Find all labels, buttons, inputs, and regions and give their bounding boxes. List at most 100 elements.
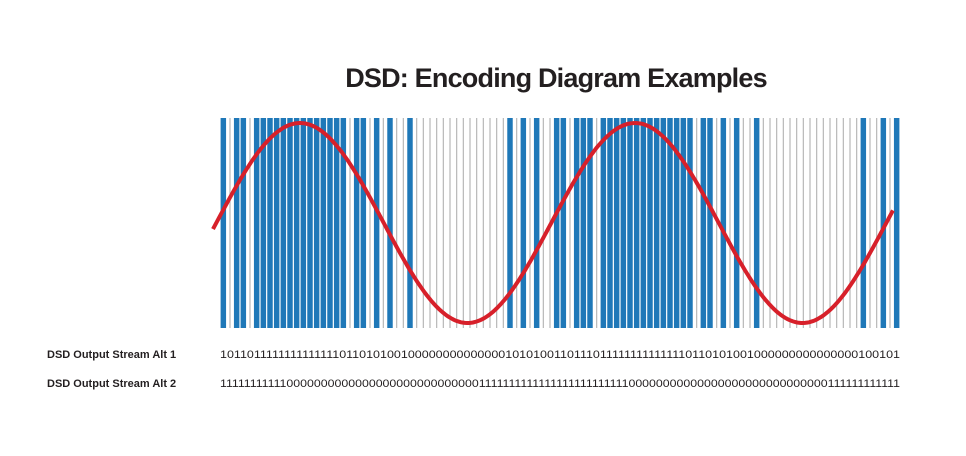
bit-zero-line xyxy=(496,118,498,328)
bit-zero-line xyxy=(456,118,458,328)
bit-zero-line xyxy=(369,118,371,328)
bit-zero-line xyxy=(729,118,731,328)
bit-one-bar xyxy=(707,118,713,328)
bit-zero-line xyxy=(829,118,831,328)
bit-zero-line xyxy=(789,118,791,328)
bit-one-bar xyxy=(673,118,680,328)
stream-bits: 1011011111111111111011010100100000000000… xyxy=(220,349,900,361)
bit-one-bar xyxy=(533,118,540,328)
bit-one-bar xyxy=(600,118,607,328)
bit-zero-line xyxy=(349,118,351,328)
bit-one-bar xyxy=(720,118,727,328)
bit-zero-line xyxy=(442,118,444,328)
bit-one-bar xyxy=(700,118,707,328)
bit-zero-line xyxy=(476,118,478,328)
bit-one-bar xyxy=(653,118,660,328)
bit-zero-line xyxy=(416,118,418,328)
bit-one-bar xyxy=(313,118,320,328)
bit-zero-line xyxy=(749,118,751,328)
bit-one-bar xyxy=(280,118,287,328)
bit-bars xyxy=(220,118,900,328)
bit-one-bar xyxy=(680,118,687,328)
bit-zero-line xyxy=(542,118,544,328)
bit-zero-line xyxy=(816,118,818,328)
stream-bits: 1111111111100000000000000000000000000001… xyxy=(220,378,900,390)
bit-one-bar xyxy=(627,118,633,328)
bit-one-bar xyxy=(253,118,260,328)
bit-zero-line xyxy=(396,118,398,328)
bit-one-bar xyxy=(753,118,760,328)
bit-zero-line xyxy=(836,118,838,328)
bit-one-bar xyxy=(733,118,740,328)
bit-zero-line xyxy=(856,118,858,328)
bit-zero-line xyxy=(529,118,531,328)
bit-one-bar xyxy=(660,118,667,328)
bit-one-bar xyxy=(880,118,887,328)
title: DSD: Encoding Diagram Examples xyxy=(345,63,767,93)
bit-one-bar xyxy=(340,118,347,328)
bit-zero-line xyxy=(769,118,771,328)
bit-one-bar xyxy=(287,118,293,328)
bit-zero-line xyxy=(489,118,491,328)
bit-one-bar xyxy=(300,118,307,328)
bit-one-bar xyxy=(327,118,333,328)
bit-zero-line xyxy=(802,118,804,328)
bit-zero-line xyxy=(516,118,518,328)
bit-zero-line xyxy=(822,118,824,328)
bit-zero-line xyxy=(482,118,484,328)
bit-zero-line xyxy=(429,118,431,328)
bit-zero-line xyxy=(782,118,784,328)
bit-zero-line xyxy=(596,118,598,328)
bit-zero-line xyxy=(849,118,851,328)
bit-zero-line xyxy=(876,118,878,328)
bit-one-bar xyxy=(860,118,867,328)
bit-one-bar xyxy=(647,118,653,328)
bit-zero-line xyxy=(742,118,744,328)
bit-one-bar xyxy=(573,118,580,328)
bit-zero-line xyxy=(842,118,844,328)
bit-one-bar xyxy=(360,118,367,328)
bit-one-bar xyxy=(667,118,673,328)
bit-one-bar xyxy=(553,118,560,328)
bit-zero-line xyxy=(436,118,438,328)
bit-one-bar xyxy=(560,118,567,328)
bit-one-bar xyxy=(240,118,247,328)
stream-label: DSD Output Stream Alt 2 xyxy=(47,378,176,390)
bit-zero-line xyxy=(422,118,424,328)
stream-label: DSD Output Stream Alt 1 xyxy=(47,349,176,361)
bit-zero-line xyxy=(469,118,471,328)
bit-one-bar xyxy=(273,118,280,328)
bit-one-bar xyxy=(507,118,513,328)
bit-one-bar xyxy=(387,118,393,328)
bit-one-bar xyxy=(293,118,300,328)
bit-zero-line xyxy=(249,118,251,328)
bit-zero-line xyxy=(796,118,798,328)
bit-one-bar xyxy=(587,118,593,328)
bit-zero-line xyxy=(889,118,891,328)
bit-zero-line xyxy=(402,118,404,328)
bit-zero-line xyxy=(869,118,871,328)
bit-one-bar xyxy=(373,118,380,328)
bit-one-bar xyxy=(607,118,613,328)
bit-zero-line xyxy=(809,118,811,328)
bit-zero-line xyxy=(776,118,778,328)
bit-one-bar xyxy=(613,118,620,328)
bit-zero-line xyxy=(462,118,464,328)
bit-one-bar xyxy=(640,118,647,328)
bit-zero-line xyxy=(762,118,764,328)
bit-one-bar xyxy=(320,118,327,328)
bit-one-bar xyxy=(220,118,227,328)
bit-one-bar xyxy=(333,118,340,328)
bit-one-bar xyxy=(260,118,267,328)
bit-one-bar xyxy=(307,118,313,328)
bit-zero-line xyxy=(569,118,571,328)
bit-one-bar xyxy=(633,118,640,328)
bit-one-bar xyxy=(687,118,693,328)
bit-one-bar xyxy=(893,118,900,328)
bit-one-bar xyxy=(580,118,587,328)
bit-zero-line xyxy=(449,118,451,328)
bit-zero-line xyxy=(229,118,231,328)
bit-one-bar xyxy=(353,118,360,328)
bit-zero-line xyxy=(696,118,698,328)
